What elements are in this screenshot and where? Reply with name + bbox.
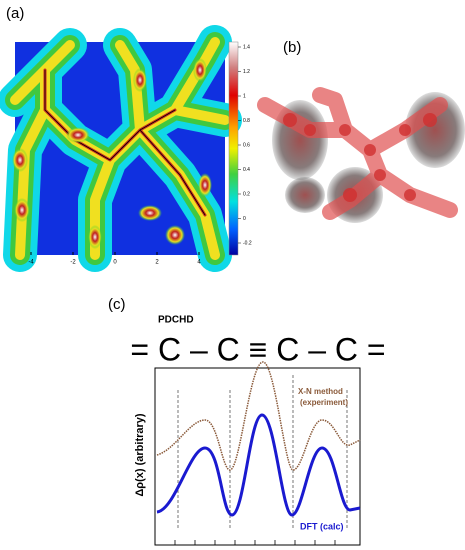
- colorbar-tick-label: 0: [243, 216, 246, 222]
- panel-label: (c): [108, 296, 126, 313]
- colorbar: [228, 41, 239, 256]
- colorbar-tick-label: 0.8: [243, 118, 250, 124]
- y-axis-label: Δρ(x) (arbitrary): [134, 413, 146, 497]
- panel-label: (a): [6, 5, 24, 22]
- calc-label: DFT (calc): [300, 521, 344, 531]
- colorbar-tick-label: 0.6: [243, 142, 250, 148]
- calc-curve: [156, 413, 361, 517]
- colorbar-tick-label: 1.4: [243, 44, 250, 50]
- plot-frame: [154, 367, 361, 546]
- x-tick-label: 0: [113, 260, 117, 266]
- formula: = C – C ≡ C – C =: [130, 331, 385, 367]
- x-tick-label: -2: [70, 260, 76, 266]
- experiment-label: (experiment): [300, 398, 348, 407]
- axis-ticks: [174, 540, 336, 545]
- x-tick-label: -4: [28, 260, 34, 266]
- colorbar-tick-label: 0.4: [243, 167, 250, 173]
- experiment-curve: [156, 361, 361, 471]
- colorbar-tick-label: 0.2: [243, 191, 250, 197]
- density-map: [0, 25, 242, 272]
- panel-label: (b): [283, 39, 301, 56]
- x-tick-label: 2: [155, 260, 159, 266]
- colorbar-tick-label: -0.2: [243, 240, 252, 246]
- x-tick-label: 4: [197, 260, 201, 266]
- colorbar-tick-label: 1.2: [243, 69, 250, 75]
- molecule-name: PDCHD: [158, 315, 194, 326]
- structure-render: [257, 87, 465, 223]
- experiment-label: X-N method: [298, 387, 343, 396]
- colorbar-tick-label: 1: [243, 93, 246, 99]
